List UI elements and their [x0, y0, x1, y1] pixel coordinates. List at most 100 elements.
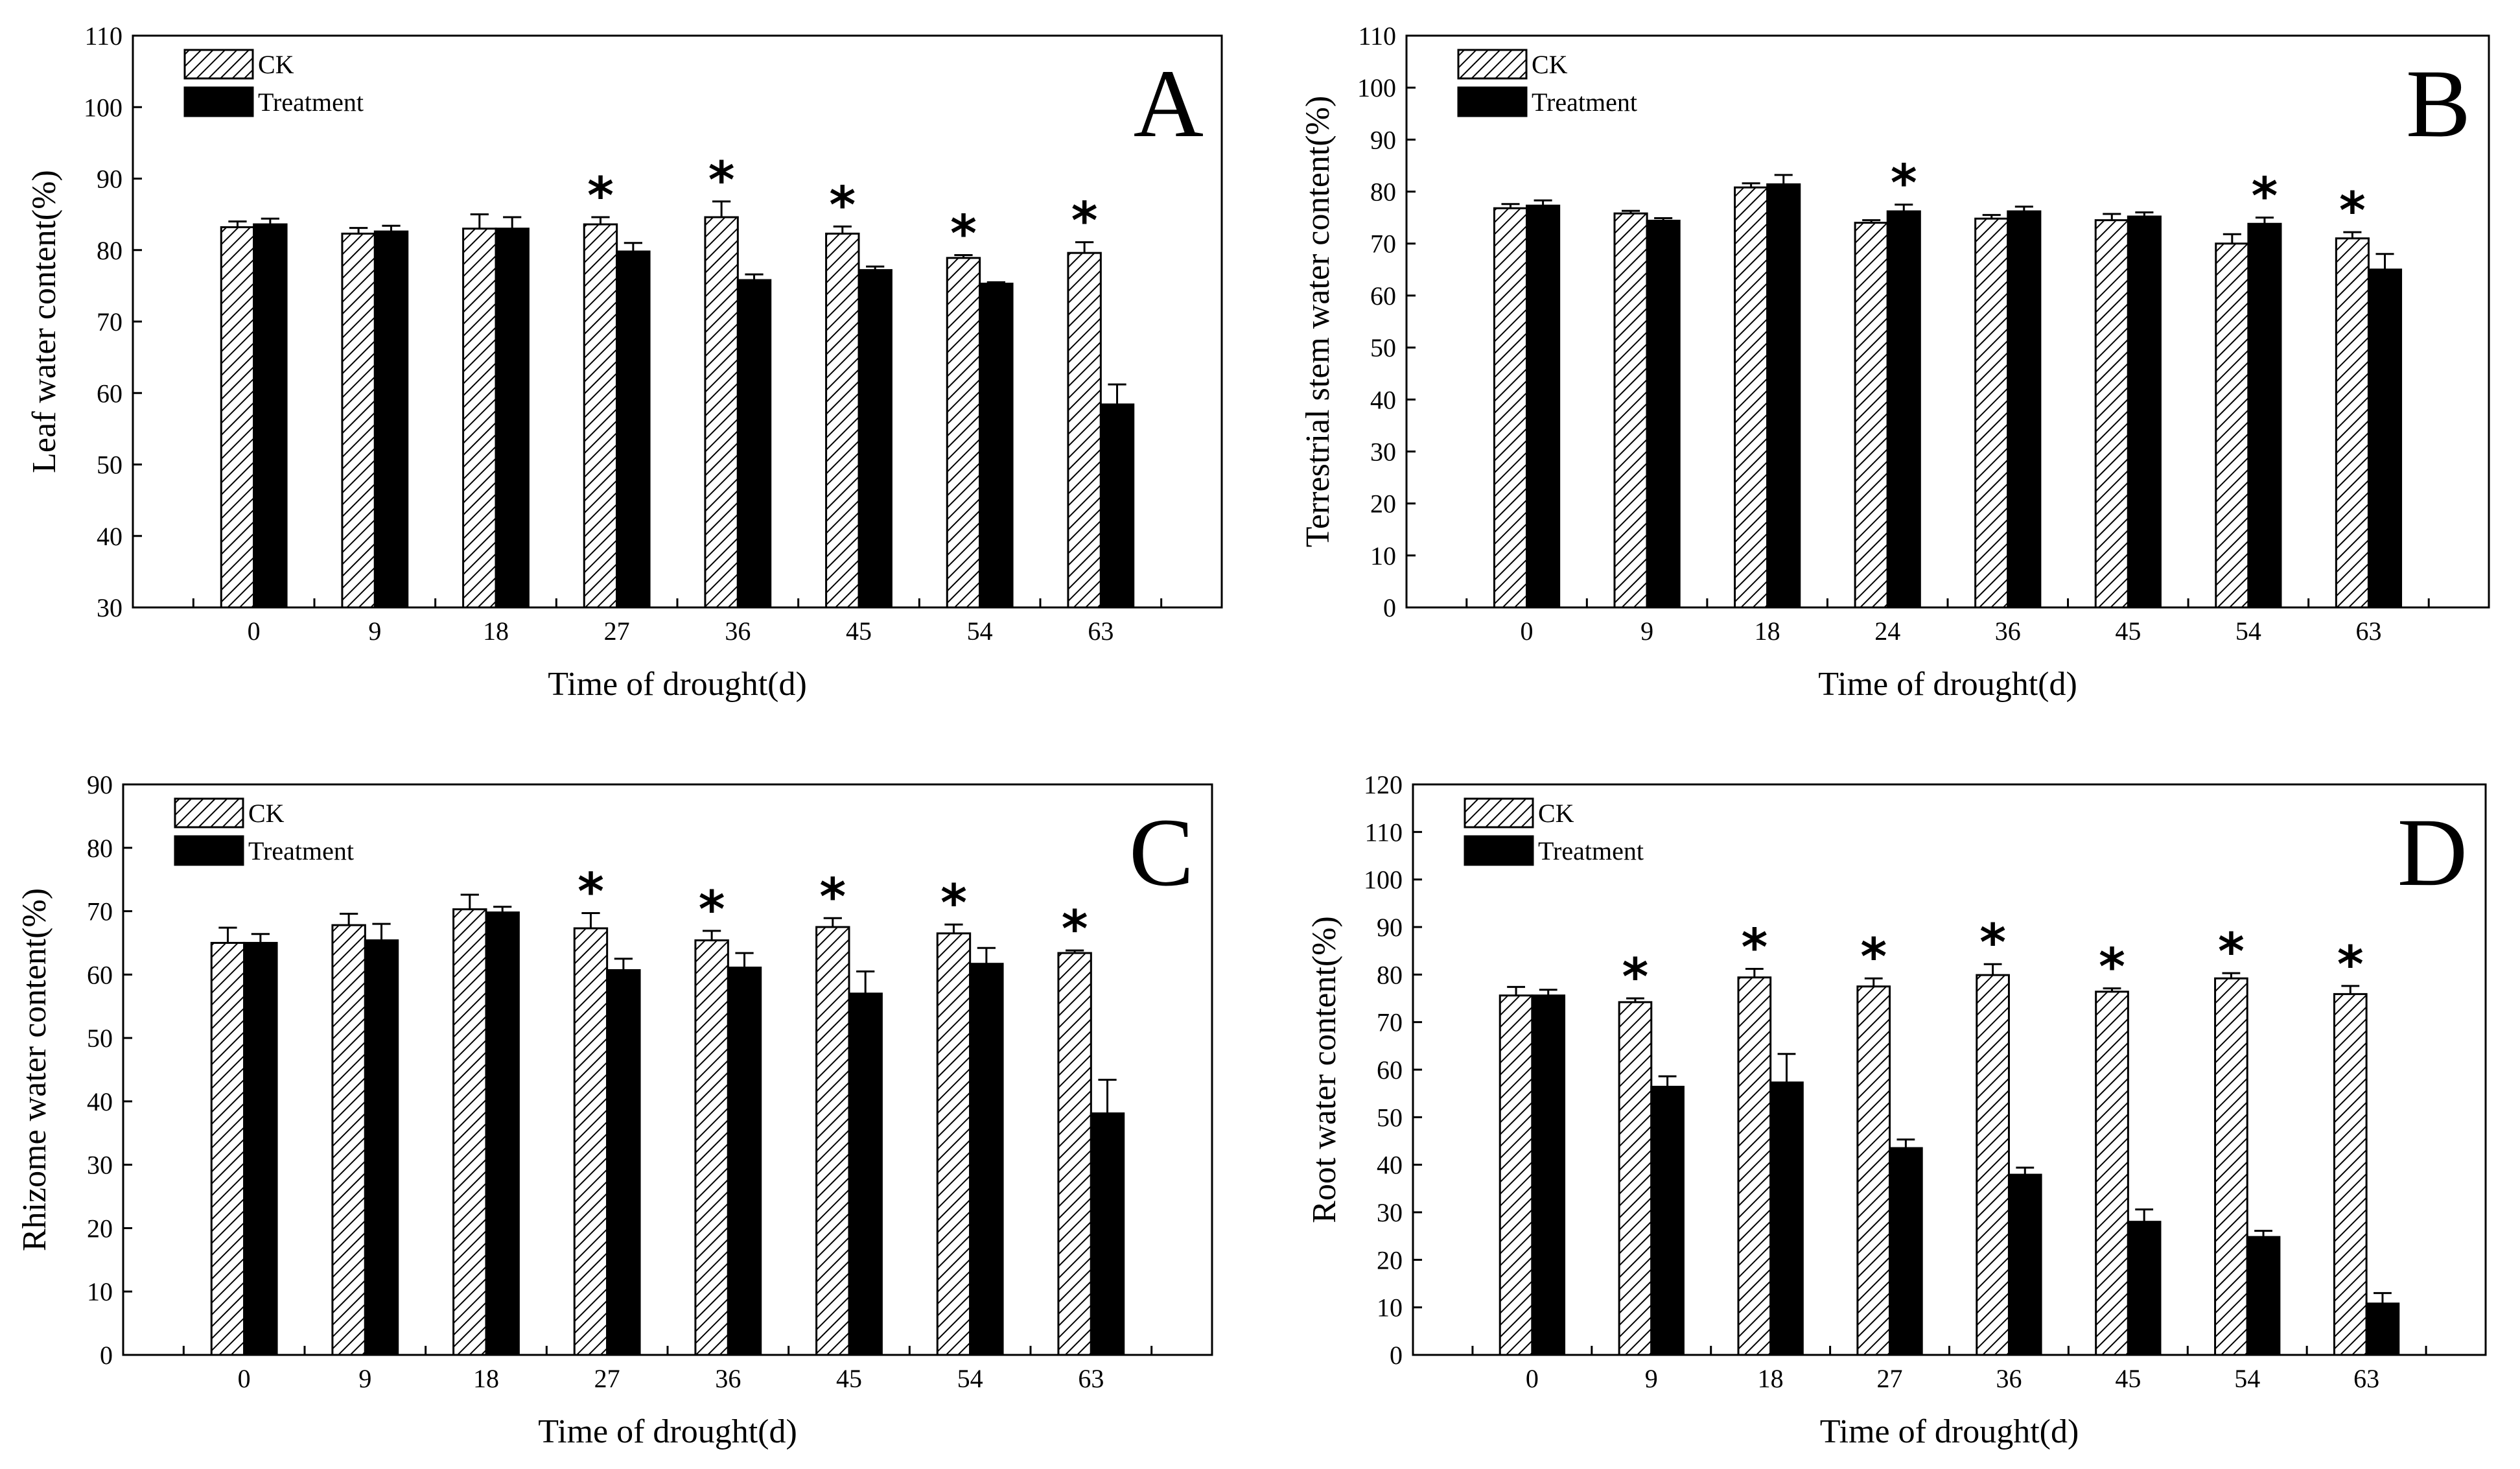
treatment-bar: [2007, 1173, 2042, 1356]
ck-bar: [210, 941, 246, 1356]
significance-star: *: [1062, 900, 1088, 959]
panel-b: 0 10 20 30 40 50 60 70 80 90 100 110 0 9 18 24 36 45 54 63 T…: [1300, 21, 2490, 703]
x-tick-label: 45: [836, 1364, 862, 1393]
x-tick-label: 63: [1078, 1364, 1104, 1393]
treatment-bar: [495, 228, 530, 609]
treatment-bar: [2007, 210, 2042, 609]
significance-star: *: [2252, 168, 2278, 226]
ck-bar: [2095, 991, 2129, 1356]
y-tick-label: 80: [1377, 960, 1403, 989]
significance-star: *: [1979, 914, 2006, 972]
y-tick-label: 50: [87, 1024, 113, 1053]
ck-bar: [220, 226, 255, 609]
y-tick-label: 0: [1383, 593, 1396, 622]
ck-bar: [1057, 952, 1092, 1356]
panel-letter: A: [1134, 50, 1204, 158]
y-tick-label: 20: [1377, 1245, 1403, 1275]
x-tick-label: 9: [1645, 1364, 1658, 1393]
y-tick-label: 0: [1390, 1341, 1403, 1370]
y-tick-label: 60: [87, 960, 113, 989]
y-tick-label: 90: [87, 770, 113, 799]
ck-bar: [1737, 976, 1772, 1356]
ck-bar: [2215, 242, 2250, 609]
ck-bar: [331, 924, 366, 1356]
x-tick-label: 9: [358, 1364, 371, 1393]
significance-star: *: [708, 152, 735, 210]
y-axis-title: Terrestrial stem water content(%): [1300, 96, 1336, 548]
y-tick-label: 80: [97, 236, 122, 265]
significance-star: *: [2339, 182, 2366, 241]
legend-swatch-ck: [1457, 49, 1528, 80]
x-tick-label: 27: [1877, 1364, 1903, 1393]
significance-star: *: [699, 881, 725, 939]
x-tick-label: 54: [957, 1364, 983, 1393]
ck-bar: [946, 257, 981, 609]
y-tick-label: 80: [1370, 178, 1396, 207]
legend-label-ck: CK: [1538, 799, 1574, 828]
x-tick-label: 9: [368, 617, 381, 646]
y-tick-label: 40: [97, 522, 122, 551]
ck-bar: [462, 228, 497, 609]
ck-bar: [825, 232, 860, 609]
x-axis-title: Time of drought(d): [1818, 666, 2077, 703]
legend-label-ck: CK: [258, 50, 294, 79]
treatment-bar: [243, 941, 278, 1356]
treatment-bar: [616, 250, 651, 609]
y-tick-label: 40: [1370, 385, 1396, 414]
treatment-bar: [1526, 204, 1561, 609]
treatment-bar: [2246, 1236, 2281, 1356]
y-tick-label: 110: [1358, 21, 1396, 51]
treatment-bar: [373, 230, 409, 609]
x-tick-label: 63: [2355, 617, 2381, 646]
treatment-bar: [2127, 215, 2162, 609]
y-tick-label: 20: [87, 1214, 113, 1243]
y-tick-label: 20: [1370, 489, 1396, 519]
y-axis-title: Rhizome water content(%): [16, 888, 53, 1251]
x-axis-title: Time of drought(d): [1820, 1413, 2079, 1450]
x-tick-label: 18: [473, 1364, 499, 1393]
x-tick-label: 18: [483, 617, 509, 646]
treatment-bar: [1531, 994, 1566, 1356]
ck-bar: [2335, 237, 2370, 609]
y-tick-label: 70: [1370, 229, 1396, 259]
x-tick-label: 27: [604, 617, 630, 646]
x-axis-title: Time of drought(d): [538, 1413, 797, 1450]
significance-star: *: [1741, 919, 1768, 978]
treatment-bar: [364, 939, 399, 1356]
ck-bar: [573, 927, 609, 1356]
significance-star: *: [940, 875, 967, 933]
y-tick-label: 90: [1377, 913, 1403, 942]
legend-swatch-treatment: [174, 835, 244, 866]
x-tick-label: 9: [1640, 617, 1653, 646]
legend-swatch-treatment: [1457, 86, 1528, 117]
y-tick-label: 30: [87, 1151, 113, 1180]
treatment-bar: [606, 969, 641, 1356]
y-tick-label: 10: [1370, 541, 1396, 570]
legend-label-treatment: Treatment: [1532, 88, 1637, 117]
treatment-bar: [736, 279, 772, 609]
y-tick-label: 50: [1377, 1103, 1403, 1132]
ck-bar: [2214, 977, 2248, 1356]
ck-bar: [1493, 207, 1528, 609]
legend-label-ck: CK: [248, 799, 285, 828]
treatment-bar: [485, 911, 520, 1356]
y-tick-label: 40: [87, 1087, 113, 1116]
y-tick-label: 10: [87, 1277, 113, 1306]
y-tick-label: 100: [84, 93, 122, 122]
treatment-bar: [969, 963, 1004, 1356]
treatment-bar: [1650, 1085, 1685, 1356]
ck-bar: [1067, 252, 1102, 609]
x-tick-label: 18: [1758, 1364, 1784, 1393]
y-tick-label: 50: [97, 451, 122, 480]
x-tick-label: 0: [238, 1364, 251, 1393]
ck-bar: [1854, 222, 1889, 609]
treatment-bar: [253, 223, 288, 609]
ck-bar: [1976, 974, 2010, 1356]
significance-star: *: [1860, 928, 1887, 987]
treatment-bar: [2365, 1302, 2400, 1356]
x-tick-label: 45: [846, 617, 872, 646]
treatment-bar: [858, 269, 892, 609]
treatment-bar: [2367, 268, 2403, 609]
